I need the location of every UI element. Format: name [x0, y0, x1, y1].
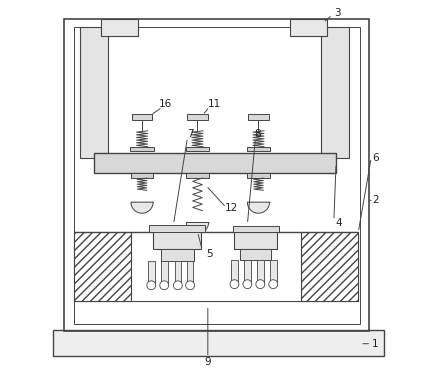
Bar [290, 19, 327, 36]
Bar [187, 114, 208, 120]
Bar [53, 330, 384, 356]
Polygon shape [131, 202, 153, 213]
Text: 16: 16 [159, 99, 172, 109]
Text: 11: 11 [208, 99, 222, 109]
Circle shape [174, 281, 183, 290]
Bar [64, 19, 369, 332]
Text: 3: 3 [334, 7, 341, 17]
Bar [149, 225, 205, 233]
Bar [175, 261, 181, 285]
Bar [240, 249, 272, 260]
Text: 8: 8 [254, 129, 261, 139]
Text: 9: 9 [205, 357, 211, 367]
Bar [131, 173, 153, 178]
Bar [187, 261, 194, 285]
Bar [257, 260, 264, 284]
Bar [301, 233, 358, 301]
Bar [231, 260, 238, 284]
Text: 2: 2 [372, 195, 379, 205]
Bar [153, 229, 201, 249]
Bar [74, 233, 358, 301]
Bar [161, 261, 167, 285]
Bar [74, 233, 131, 301]
Bar [80, 27, 108, 158]
Text: 7: 7 [187, 129, 194, 139]
Bar [132, 114, 152, 120]
Bar [247, 173, 269, 178]
Bar [248, 114, 269, 120]
Bar [101, 19, 138, 36]
Circle shape [160, 281, 169, 290]
Bar [247, 147, 270, 151]
Circle shape [186, 281, 194, 290]
Polygon shape [187, 223, 209, 234]
Circle shape [230, 280, 239, 289]
Bar [270, 260, 276, 284]
Polygon shape [247, 202, 269, 213]
Text: 4: 4 [335, 218, 342, 228]
Bar [321, 27, 349, 158]
Text: 12: 12 [225, 203, 238, 213]
Bar [187, 173, 209, 178]
Bar [186, 147, 209, 151]
Bar [131, 233, 301, 301]
Text: 1: 1 [372, 339, 379, 349]
Circle shape [147, 281, 155, 290]
Text: 6: 6 [372, 153, 379, 163]
Text: 5: 5 [206, 249, 213, 259]
Bar [233, 226, 279, 233]
Bar [130, 147, 154, 151]
Circle shape [256, 280, 265, 289]
Circle shape [243, 280, 252, 289]
Bar [74, 27, 360, 324]
Bar [244, 260, 251, 284]
Circle shape [269, 280, 278, 289]
Bar [94, 153, 336, 173]
Bar [160, 249, 194, 261]
Bar [234, 233, 277, 249]
Bar [148, 261, 155, 285]
